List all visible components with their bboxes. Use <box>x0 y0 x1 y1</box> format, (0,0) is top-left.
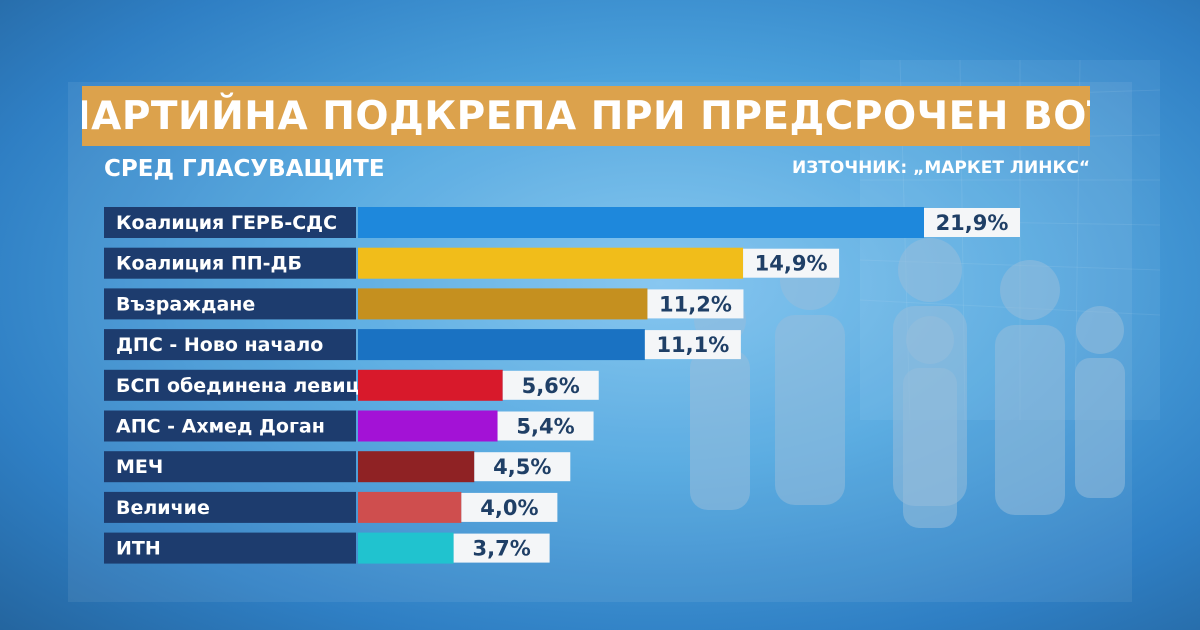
bar <box>358 329 645 361</box>
category-label-box <box>104 369 356 401</box>
value-label: 4,0% <box>480 496 538 520</box>
bar-row: Величие 4,0% <box>104 491 558 523</box>
category-label-box <box>104 410 356 442</box>
chart-subtitle: СРЕД ГЛАСУВАЩИТЕ <box>104 156 385 182</box>
bar <box>358 410 498 442</box>
value-label: 11,1% <box>656 333 729 357</box>
value-label-box <box>497 411 594 441</box>
value-label: 3,7% <box>473 537 531 561</box>
chart-title: ПАРТИЙНА ПОДКРЕПА ПРИ ПРЕДСРОЧЕН ВОТ <box>82 86 1090 146</box>
value-label: 5,4% <box>516 415 574 439</box>
bar-row: Коалиция ГЕРБ-СДС 21,9% <box>104 207 1020 238</box>
bar-row: Възраждане 11,2% <box>104 288 744 320</box>
bar-row: БСП обединена левица 5,6% <box>104 369 599 401</box>
category-label-box <box>104 532 356 564</box>
category-label: МЕЧ <box>116 456 163 478</box>
bar-row: ИТН 3,7% <box>104 532 550 564</box>
bar <box>358 451 475 483</box>
category-label-box <box>104 451 356 483</box>
bar-row: ДПС - Ново начало 11,1% <box>104 329 741 361</box>
category-label-box <box>104 288 356 320</box>
category-label: ДПС - Ново начало <box>116 334 323 356</box>
value-label: 14,9% <box>755 252 828 276</box>
category-label: Величие <box>116 497 210 519</box>
value-label-box <box>502 370 599 400</box>
category-label: Коалиция ГЕРБ-СДС <box>116 212 337 234</box>
value-label-box <box>644 330 741 360</box>
bar-row: МЕЧ 4,5% <box>104 451 571 483</box>
value-label-box <box>924 208 1020 237</box>
value-label: 5,6% <box>522 374 580 398</box>
category-label-box <box>104 207 356 238</box>
category-label: Възраждане <box>116 293 255 315</box>
bar <box>358 288 648 320</box>
value-label-box <box>743 248 840 278</box>
category-label-box <box>104 491 356 523</box>
category-label: Коалиция ПП-ДБ <box>116 253 302 275</box>
category-label: АПС - Ахмед Доган <box>116 416 325 438</box>
category-label: ИТН <box>116 538 161 560</box>
category-label-box <box>104 329 356 361</box>
value-label: 4,5% <box>493 455 551 479</box>
category-label: БСП обединена левица <box>116 375 372 397</box>
value-label: 21,9% <box>936 211 1009 235</box>
bar <box>358 247 744 279</box>
bar-row: Коалиция ПП-ДБ 14,9% <box>104 247 840 279</box>
value-label: 11,2% <box>659 292 732 316</box>
bar <box>358 369 503 401</box>
bar <box>358 491 462 523</box>
bar-row: АПС - Ахмед Доган 5,4% <box>104 410 594 442</box>
value-label-box <box>474 452 571 482</box>
category-label-box <box>104 247 356 279</box>
value-label-box <box>453 533 550 563</box>
source-note: ИЗТОЧНИК: „МАРКЕТ ЛИНКС“ <box>791 158 1090 178</box>
value-label-box <box>461 492 558 522</box>
bar <box>358 207 924 238</box>
value-label-box <box>647 289 744 319</box>
bar <box>358 532 454 564</box>
